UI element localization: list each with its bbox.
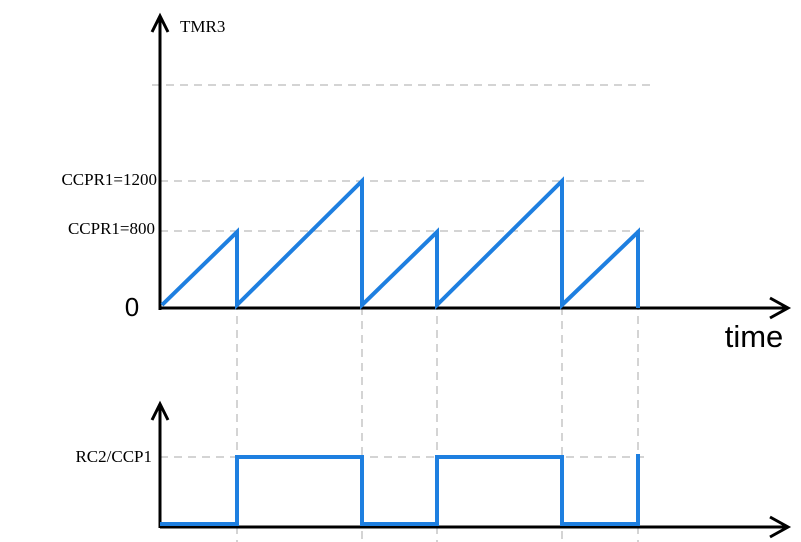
- arrow-head: [150, 400, 170, 421]
- axis-label: RC2/CCP1: [75, 447, 152, 466]
- origin-label: 0: [125, 292, 139, 322]
- level-label: CCPR1=800: [68, 219, 155, 238]
- timer-waveform: [160, 176, 640, 310]
- output-waveform: [160, 454, 640, 526]
- level-label: CCPR1=1200: [61, 170, 157, 189]
- arrow-head: [150, 12, 170, 33]
- arrow-head: [769, 515, 792, 539]
- axis-label: time: [725, 319, 784, 354]
- guides: [152, 84, 650, 542]
- arrow-head: [769, 296, 792, 320]
- axis-label: TMR3: [180, 17, 225, 36]
